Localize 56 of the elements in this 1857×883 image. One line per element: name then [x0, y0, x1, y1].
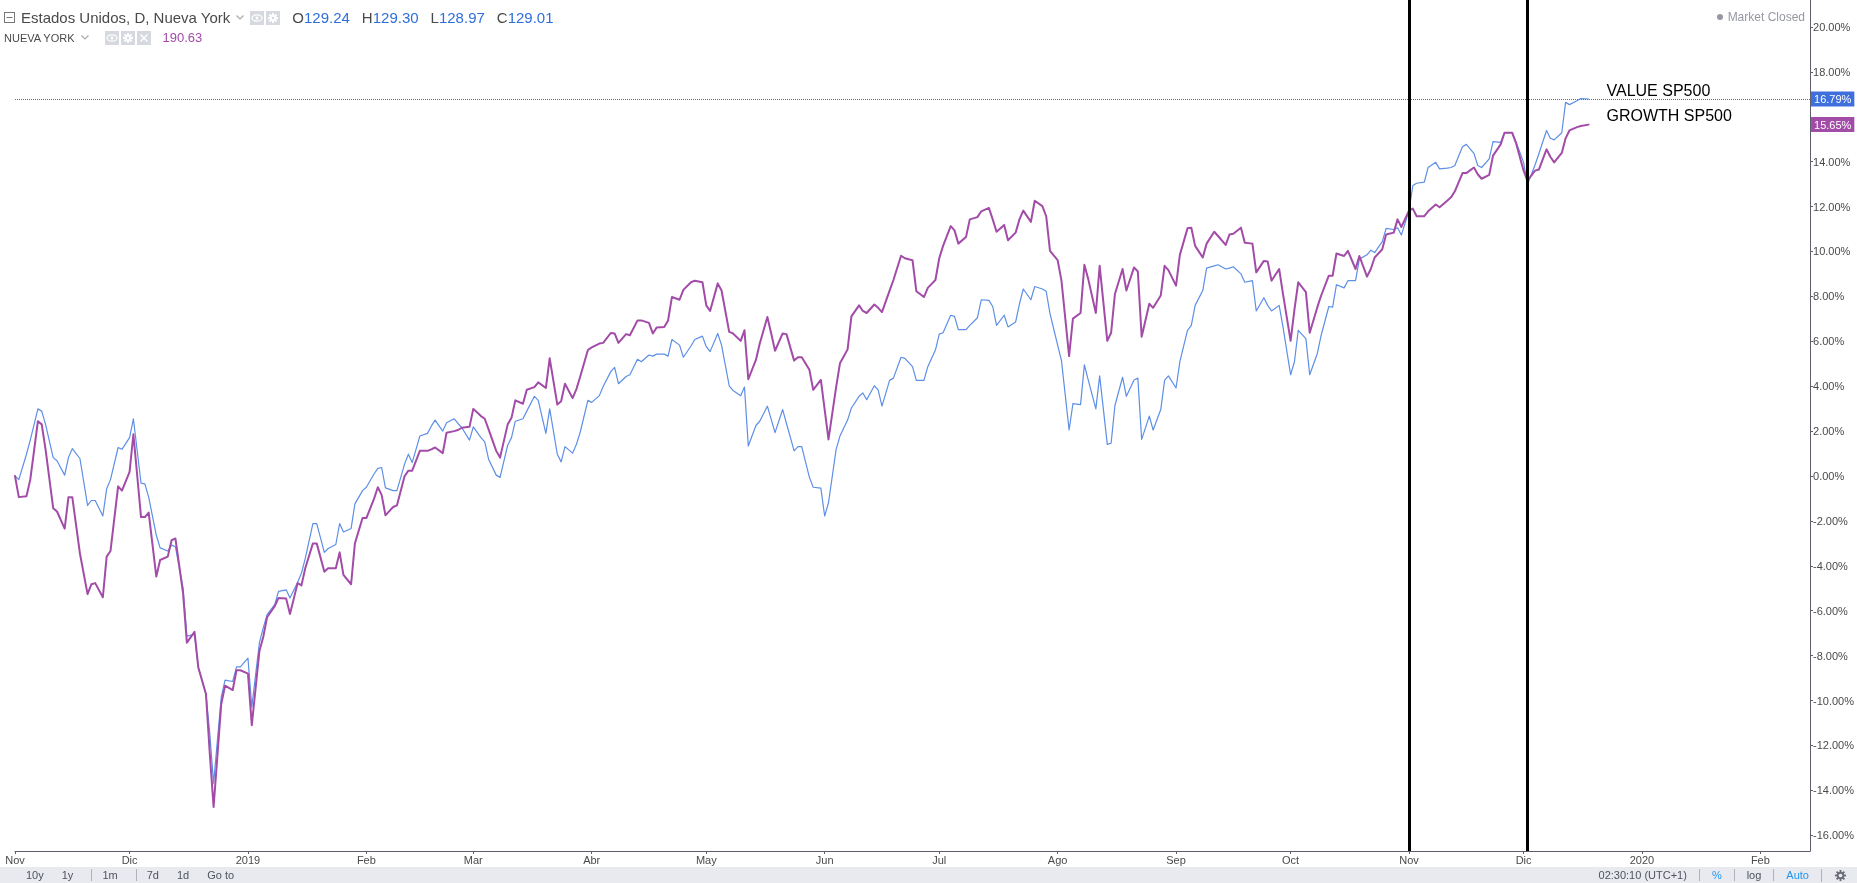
y-tick-label: -10.00%: [1813, 694, 1855, 707]
annotation: O129.24: [292, 9, 350, 26]
y-tick-label: 2.00%: [1813, 425, 1845, 438]
text: 10y: [26, 869, 44, 881]
y-tick-label: 6.00%: [1813, 335, 1845, 348]
text: Go to: [207, 869, 235, 881]
x-tick-label: Jul: [932, 853, 947, 866]
text: NUEVA YORK: [4, 31, 75, 44]
ref-line-label: 16.79%: [1814, 93, 1852, 106]
y-tick-label: 12.00%: [1813, 200, 1851, 213]
y-tick-label: -14.00%: [1813, 784, 1855, 797]
x-tick-label: May: [695, 853, 718, 866]
x-tick-label: 2020: [1629, 853, 1655, 866]
annotation: Market Closed: [1727, 10, 1805, 24]
text: 02:30:10 (UTC+1): [1598, 869, 1687, 881]
x-tick-label: 2019: [235, 853, 261, 866]
y-tick-label: -4.00%: [1813, 559, 1849, 572]
series-label: GROWTH SP500: [1606, 107, 1732, 125]
x-tick-label: Dic: [121, 853, 139, 866]
y-tick-label: 20.00%: [1813, 20, 1851, 33]
y-tick-label: -16.00%: [1813, 829, 1855, 842]
x-tick-label: Abr: [583, 853, 601, 866]
annotation: 190.63: [162, 30, 203, 45]
y-tick-label: -8.00%: [1813, 649, 1849, 662]
text: log: [1733, 869, 1762, 881]
text: 1y: [61, 869, 74, 881]
annotation: 15.65%: [1814, 118, 1852, 131]
y-tick-label: 10.00%: [1813, 245, 1851, 258]
x-tick-label: Nov: [5, 853, 26, 866]
x-tick-label: Jun: [815, 853, 834, 866]
y-tick-label: 14.00%: [1813, 155, 1851, 168]
x-tick-label: Sep: [1166, 853, 1186, 866]
text: 7d: [135, 869, 159, 881]
annotation: C129.01: [496, 9, 554, 26]
text: Auto: [1773, 869, 1809, 881]
text: Estados Unidos, D, Nueva York: [21, 9, 231, 26]
text: %: [1698, 869, 1722, 881]
x-tick-label: Oct: [1282, 853, 1300, 866]
annotation: H129.30: [361, 9, 419, 26]
x-tick-label: Dic: [1515, 853, 1533, 866]
annotation: L128.97: [430, 9, 485, 26]
y-tick-label: -6.00%: [1813, 604, 1849, 617]
x-tick-label: Feb: [1750, 853, 1770, 866]
y-tick-label: 0.00%: [1813, 470, 1845, 483]
x-tick-label: Feb: [356, 853, 376, 866]
y-tick-label: 4.00%: [1813, 380, 1845, 393]
series-label: VALUE SP500: [1606, 81, 1711, 99]
y-tick-label: -2.00%: [1813, 514, 1849, 527]
text: 1d: [176, 869, 190, 881]
y-tick-label: -12.00%: [1813, 739, 1855, 752]
x-tick-label: Mar: [463, 853, 484, 866]
y-tick-label: 18.00%: [1813, 65, 1851, 78]
x-tick-label: Ago: [1047, 853, 1068, 866]
text: 1m: [91, 869, 118, 881]
y-tick-label: 8.00%: [1813, 290, 1845, 303]
x-tick-label: Nov: [1399, 853, 1420, 866]
